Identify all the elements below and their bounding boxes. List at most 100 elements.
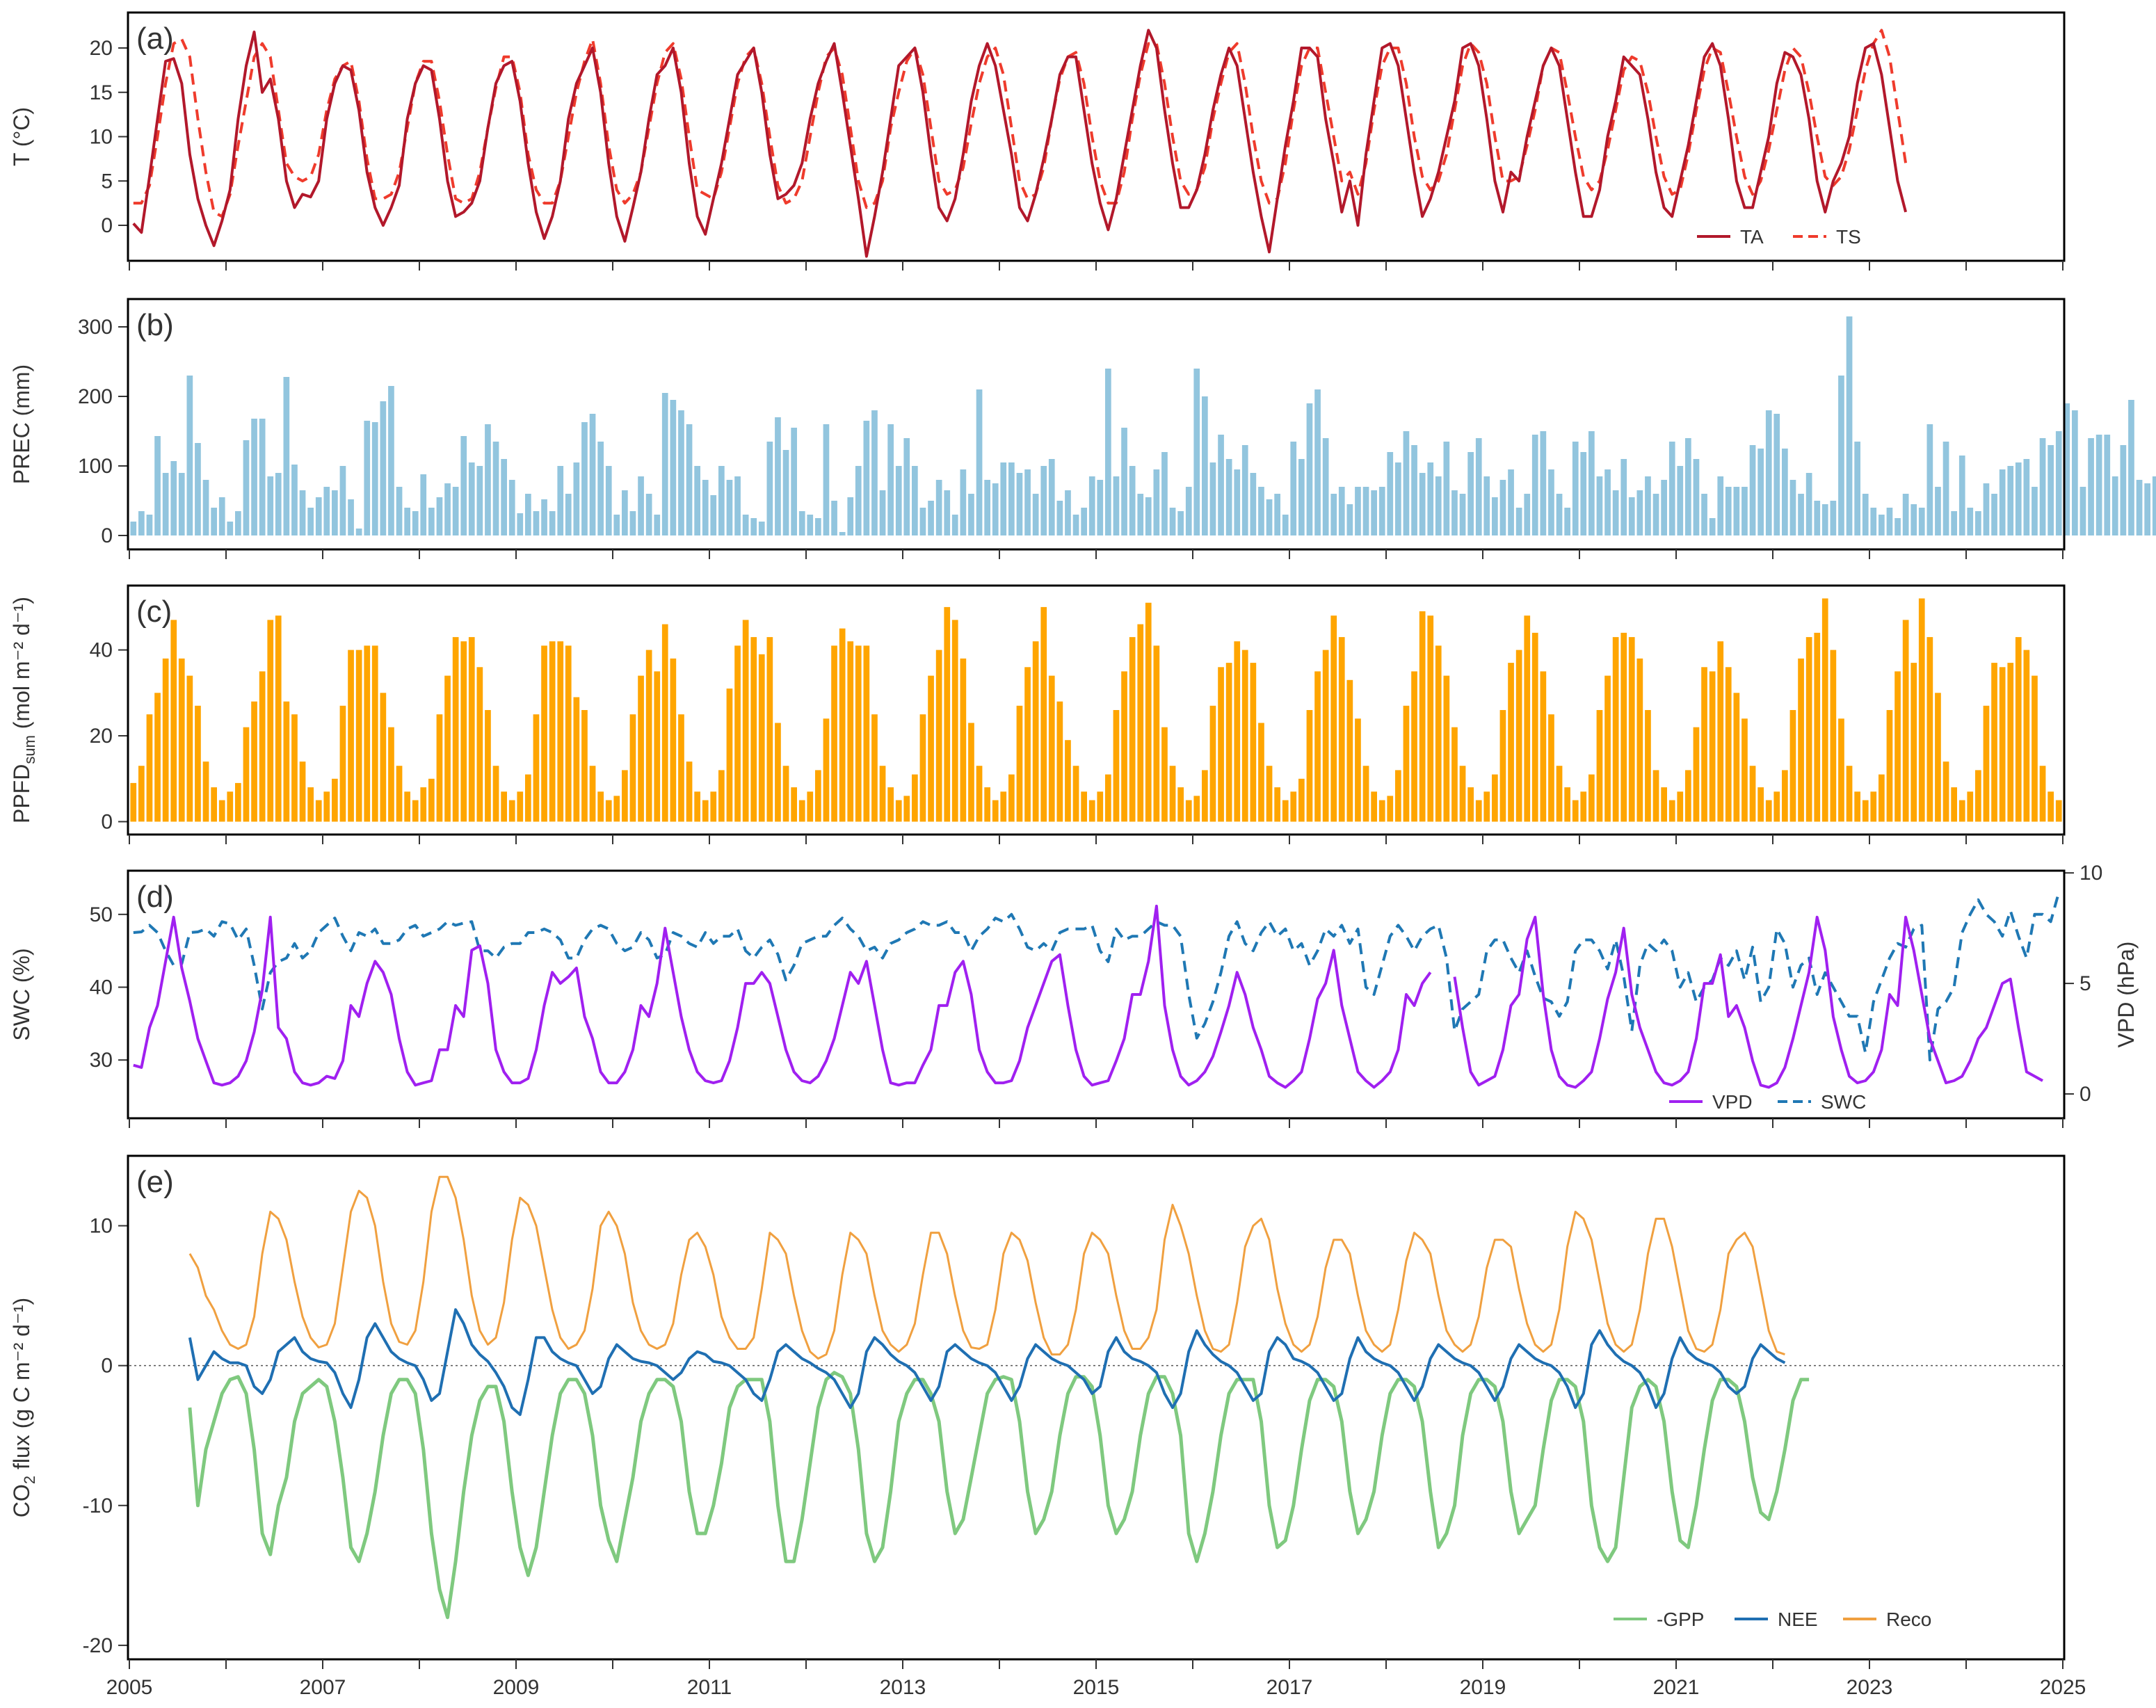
ppfd-bar: [549, 641, 556, 822]
prec-bar: [1942, 442, 1949, 535]
ppfd-bar: [1991, 663, 1997, 822]
ppfd-bar: [1620, 632, 1627, 822]
ppfd-bar: [1129, 637, 1136, 822]
ppfd-bar: [944, 606, 951, 822]
prec-bar: [1999, 469, 2006, 535]
ppfd-bar: [1685, 770, 1691, 822]
prec-bar: [2095, 435, 2102, 535]
ppfd-bar: [855, 645, 862, 822]
ppfd-bar: [2032, 675, 2038, 822]
ppfd-bar: [460, 641, 467, 822]
prec-bar: [243, 440, 250, 535]
ppfd-bar: [1443, 675, 1450, 822]
panel-a-legend: TA TS: [1697, 226, 1861, 248]
prec-bar: [1459, 494, 1466, 535]
prec-bar: [1540, 431, 1547, 535]
ppfd-bar: [670, 658, 677, 822]
ppfd-bar: [1677, 791, 1684, 822]
ppfd-bar: [1338, 637, 1345, 822]
ppfd-bar: [1942, 762, 1949, 822]
x-tick-label: 2015: [1073, 1676, 1120, 1699]
legend-label: TA: [1740, 226, 1764, 248]
legend-label: SWC: [1821, 1091, 1866, 1113]
panel-c-y-title: PPFDsum (mol m⁻² d⁻¹): [9, 597, 38, 823]
panel-b-y-axis-left: 0 100 200 300: [78, 316, 128, 547]
ppfd-bar: [1499, 710, 1506, 822]
prec-bar: [944, 490, 951, 535]
ppfd-bar: [307, 787, 314, 822]
x-tick-label: 2017: [1266, 1676, 1313, 1699]
ppfd-bar: [1362, 766, 1369, 822]
prec-bar: [1113, 476, 1120, 535]
ppfd-bar: [1531, 632, 1538, 822]
prec-bar: [726, 480, 733, 535]
ppfd-bar: [1894, 671, 1901, 822]
ppfd-bar: [1040, 606, 1047, 822]
prec-bar: [460, 436, 467, 535]
ppfd-bar: [154, 693, 161, 822]
prec-bar: [355, 529, 362, 535]
ppfd-bar: [710, 791, 717, 822]
prec-bar: [371, 422, 378, 535]
legend-label: -GPP: [1657, 1609, 1704, 1630]
ppfd-bar: [1749, 766, 1756, 822]
ppfd-bar: [1862, 800, 1869, 822]
ppfd-bar: [501, 791, 507, 822]
prec-bar: [863, 421, 870, 535]
ppfd-bar: [1805, 637, 1812, 822]
legend-label: TS: [1836, 226, 1861, 248]
ppfd-bar: [1435, 645, 1442, 822]
ppfd-bar: [1330, 615, 1337, 822]
panel-c-y-axis-left: 0 20 40: [90, 639, 128, 833]
prec-bar: [1185, 487, 1192, 535]
prec-bar: [750, 518, 757, 535]
y-tick-label: 300: [78, 316, 113, 339]
prec-bar: [275, 473, 282, 535]
prec-bar: [211, 508, 217, 535]
panel-b-x-ticks: [129, 549, 2064, 559]
prec-bar: [178, 473, 185, 535]
prec-bar: [1250, 473, 1257, 535]
prec-bar: [951, 515, 958, 535]
prec-bar: [1805, 473, 1812, 535]
prec-bar: [436, 497, 443, 535]
y-tick-label: 40: [90, 976, 113, 999]
ppfd-bar: [613, 796, 620, 822]
ppfd-bar: [227, 791, 234, 822]
prec-bar: [533, 511, 540, 535]
ppfd-bar: [2007, 663, 2014, 822]
ppfd-bar: [581, 710, 588, 822]
panel-c-x-ticks: [129, 835, 2064, 844]
prec-bar: [1483, 476, 1490, 535]
ppfd-bar: [686, 762, 693, 822]
legend-label: NEE: [1778, 1609, 1818, 1630]
prec-bar: [1958, 456, 1965, 535]
ppfd-bar: [1879, 774, 1885, 822]
ppfd-bar: [992, 800, 999, 822]
prec-bar: [1056, 501, 1063, 535]
ppfd-bar: [750, 637, 757, 822]
prec-bar: [2152, 476, 2156, 535]
prec-bar: [622, 490, 628, 535]
ppfd-bar: [887, 787, 894, 822]
ppfd-bar: [1628, 637, 1635, 822]
ppfd-bar: [1032, 641, 1039, 822]
prec-bar: [1403, 431, 1410, 535]
prec-bar: [1580, 452, 1587, 535]
y-tick-label: -20: [83, 1634, 113, 1657]
prec-bar: [307, 508, 314, 535]
panel-d-y-axis-left: 30 40 50: [90, 903, 128, 1072]
ppfd-bar: [315, 800, 322, 822]
prec-bar: [992, 483, 999, 535]
ppfd-bar: [1113, 710, 1120, 822]
ppfd-bar: [1378, 800, 1385, 822]
ppfd-bar: [815, 770, 821, 822]
ppfd-bar: [919, 714, 926, 822]
ppfd-bar: [339, 705, 346, 822]
ppfd-bar: [1765, 800, 1772, 822]
ppfd-bar: [1274, 787, 1280, 822]
ppfd-bar: [1846, 766, 1853, 822]
prec-bar: [1604, 469, 1611, 535]
prec-bar: [468, 462, 475, 535]
ppfd-bar: [267, 620, 274, 822]
